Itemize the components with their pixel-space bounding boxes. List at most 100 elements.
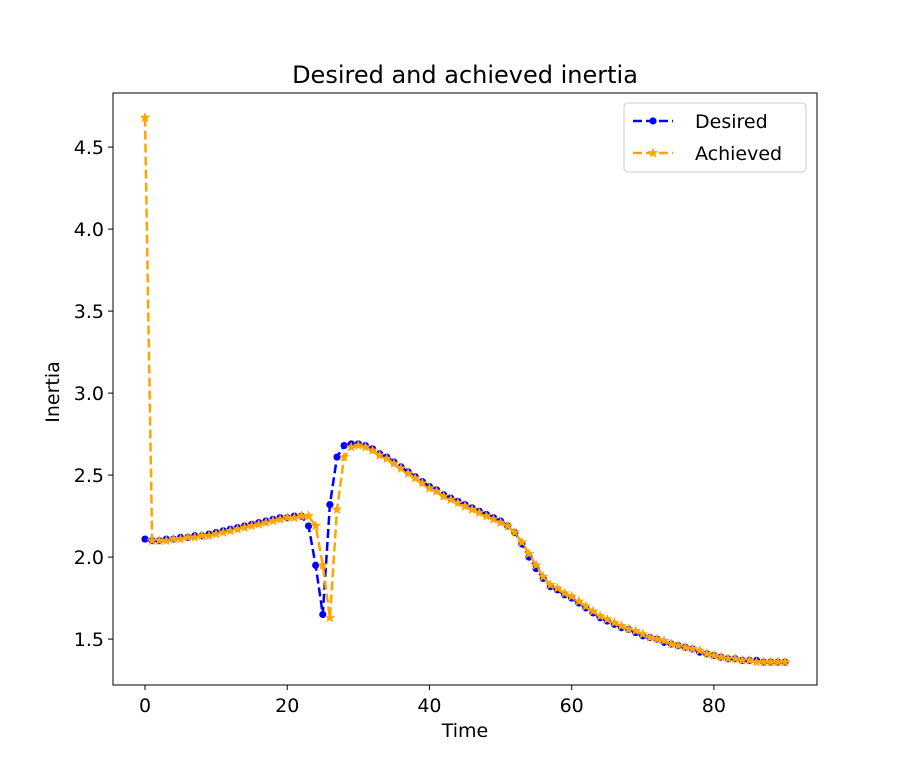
axes: 0 20 40 60 80 1.5 2.0 2.5 3.0 3.5 4.0 4.5 <box>74 92 818 717</box>
data-point-achieved <box>729 653 741 664</box>
data-point-desired <box>312 561 320 569</box>
data-point-desired <box>141 535 149 543</box>
y-tick-label: 4.5 <box>74 137 104 159</box>
data-point-achieved <box>424 482 435 493</box>
data-point-achieved <box>246 520 258 531</box>
data-point-achieved <box>345 441 357 452</box>
data-point-achieved <box>715 651 727 662</box>
legend-label-achieved: Achieved <box>695 143 782 165</box>
legend-item-desired: Desired <box>633 111 768 133</box>
data-point-achieved <box>288 512 300 523</box>
data-point-achieved <box>331 503 343 515</box>
data-point-achieved <box>267 515 279 526</box>
data-point-achieved <box>409 472 421 483</box>
legend-label-desired: Desired <box>695 111 768 133</box>
data-point-achieved <box>473 507 485 518</box>
data-point-achieved <box>658 635 670 646</box>
data-point-achieved <box>601 613 613 625</box>
data-point-achieved <box>616 620 627 631</box>
data-point-achieved <box>530 559 542 570</box>
series-line-desired <box>144 442 785 664</box>
data-point-achieved <box>587 605 599 616</box>
data-point-achieved <box>253 518 265 529</box>
data-point-achieved <box>360 441 371 452</box>
data-point-achieved <box>644 631 656 643</box>
data-point-achieved <box>274 513 286 524</box>
data-point-achieved <box>352 439 364 451</box>
data-point-achieved <box>594 610 606 621</box>
data-point-achieved <box>381 452 393 464</box>
legend-item-achieved: Achieved <box>633 143 782 165</box>
x-tick-label: 60 <box>560 695 584 717</box>
data-point-achieved <box>416 477 428 488</box>
data-point-achieved <box>480 510 492 521</box>
data-point-achieved <box>701 648 713 659</box>
data-point-achieved <box>388 457 400 469</box>
data-point-achieved <box>459 500 471 511</box>
x-tick-label: 0 <box>139 695 151 717</box>
y-tick-label: 2.0 <box>74 547 104 569</box>
series-desired <box>141 440 789 666</box>
legend-marker-achieved <box>647 147 659 158</box>
x-tick-label: 80 <box>702 695 726 717</box>
data-point-achieved <box>637 628 649 639</box>
data-point-achieved <box>139 111 151 123</box>
data-point-achieved <box>779 656 791 667</box>
data-point-achieved <box>452 497 464 508</box>
data-point-achieved <box>651 633 663 644</box>
series-achieved <box>139 111 791 667</box>
data-point-achieved <box>438 490 450 502</box>
data-point-achieved <box>502 520 514 531</box>
data-point-achieved <box>680 641 691 652</box>
data-point-desired <box>304 522 313 530</box>
data-point-achieved <box>317 559 329 570</box>
y-tick-label: 4.0 <box>74 219 104 241</box>
data-point-achieved <box>630 625 642 636</box>
data-point-achieved <box>338 451 350 462</box>
data-point-achieved <box>608 616 620 628</box>
data-point-desired <box>319 610 327 619</box>
data-point-desired <box>326 501 334 509</box>
data-point-achieved <box>672 639 684 651</box>
data-point-achieved <box>573 595 585 606</box>
y-tick-label: 3.5 <box>74 301 104 323</box>
data-point-achieved <box>623 623 634 634</box>
data-point-achieved <box>566 590 578 602</box>
data-point-achieved <box>431 485 442 497</box>
data-point-achieved <box>402 467 414 479</box>
data-point-achieved <box>552 582 563 593</box>
legend-marker-desired <box>649 117 657 125</box>
axes-frame <box>112 92 818 686</box>
data-point-achieved <box>445 493 457 505</box>
data-point-achieved <box>224 525 236 536</box>
data-point-achieved <box>395 462 407 474</box>
data-point-achieved <box>537 571 549 582</box>
data-point-achieved <box>239 521 250 533</box>
data-point-achieved <box>580 600 592 611</box>
data-point-desired <box>340 441 348 450</box>
chart-title: Desired and achieved inertia <box>292 61 638 89</box>
data-point-achieved <box>694 644 706 656</box>
data-point-achieved <box>516 536 528 547</box>
data-point-achieved <box>324 612 336 623</box>
data-point-achieved <box>210 528 222 539</box>
x-tick-label: 40 <box>417 695 441 717</box>
data-point-achieved <box>665 638 677 649</box>
y-tick-label: 3.0 <box>74 383 104 405</box>
legend-box <box>623 102 807 173</box>
series-line-achieved <box>143 117 785 664</box>
data-point-achieved <box>260 516 272 528</box>
data-point-achieved <box>744 654 755 666</box>
data-point-achieved <box>544 579 556 590</box>
x-axis-label: Time <box>441 720 489 742</box>
data-point-achieved <box>488 513 499 524</box>
data-point-achieved <box>217 526 229 538</box>
data-point-achieved <box>303 510 314 521</box>
data-point-achieved <box>367 444 378 456</box>
plot-area <box>139 111 791 667</box>
data-point-achieved <box>509 526 521 538</box>
data-point-achieved <box>175 533 186 544</box>
y-tick-label: 2.5 <box>74 465 104 487</box>
data-point-achieved <box>232 523 243 534</box>
y-tick-label: 1.5 <box>74 629 104 651</box>
